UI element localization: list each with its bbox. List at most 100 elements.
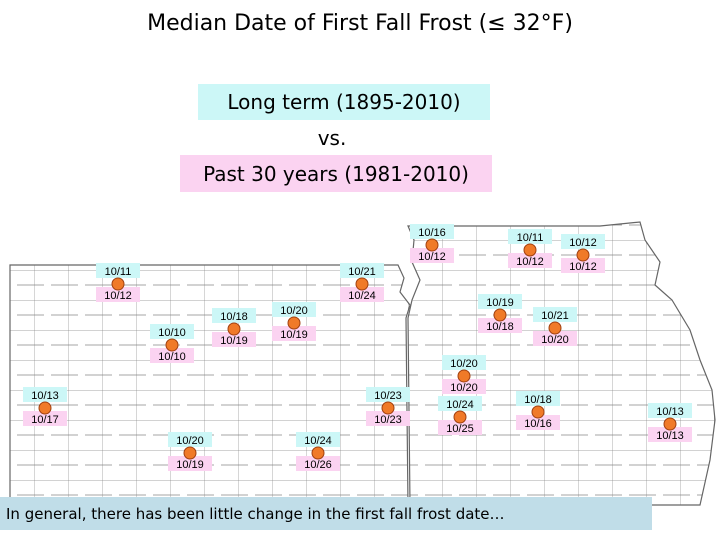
recent-label-box — [212, 332, 256, 347]
station: 10/18 10/19 — [212, 308, 256, 347]
station: 10/20 10/19 — [272, 302, 316, 341]
recent-label-box — [648, 427, 692, 442]
station: 10/20 10/20 — [442, 355, 486, 394]
recent-date: 10/24 — [348, 290, 376, 302]
long-term-date: 10/11 — [517, 232, 544, 244]
title: Median Date of First Fall Frost (≤ 32°F) — [147, 11, 573, 36]
station-dot — [111, 277, 125, 291]
station-dot — [663, 417, 677, 431]
long-term-date: 10/12 — [569, 237, 597, 249]
station-dot — [457, 369, 471, 383]
station: 10/16 10/12 — [410, 224, 454, 263]
recent-label-box — [168, 456, 212, 471]
long-term-date: 10/18 — [220, 311, 248, 323]
station: 10/24 10/26 — [296, 432, 340, 471]
station: 10/20 10/19 — [168, 432, 212, 471]
recent-label-box — [366, 411, 410, 426]
long-term-label-box — [410, 224, 454, 239]
long-term-label-box — [150, 324, 194, 339]
long-term-date: 10/20 — [176, 435, 204, 447]
station: 10/11 10/12 — [508, 229, 552, 268]
recent-date: 10/26 — [304, 459, 332, 471]
long-term-date: 10/21 — [348, 266, 376, 278]
station: 10/13 10/13 — [648, 403, 692, 442]
long-term-date: 10/24 — [304, 435, 332, 447]
station: 10/10 10/10 — [150, 324, 194, 363]
long-term-date: 10/16 — [418, 227, 446, 239]
long-term-date: 10/10 — [158, 327, 186, 339]
station: 10/23 10/23 — [366, 387, 410, 426]
recent-date: 10/12 — [569, 261, 597, 273]
recent-label-box — [272, 326, 316, 341]
recent-date: 10/16 — [524, 418, 552, 430]
station-dot — [355, 277, 369, 291]
long-term-label-box — [533, 307, 577, 322]
station-dot — [576, 248, 590, 262]
station: 10/24 10/25 — [438, 396, 482, 435]
recent-date: 10/25 — [446, 423, 474, 435]
station-dot — [523, 243, 537, 257]
long-term-date: 10/23 — [374, 390, 402, 402]
long-term-label-box — [212, 308, 256, 323]
station-dot — [381, 401, 395, 415]
station: 10/12 10/12 — [561, 234, 605, 273]
long-term-label-box — [516, 391, 560, 406]
long-term-label-box — [96, 263, 140, 278]
station: 10/21 10/20 — [533, 307, 577, 346]
note: In general, there has been little change… — [6, 505, 505, 523]
missouri — [407, 221, 716, 506]
recent-date: 10/19 — [280, 329, 308, 341]
long-term-label-box — [442, 355, 486, 370]
recent-date: 10/18 — [486, 321, 514, 333]
station: 10/21 10/24 — [340, 263, 384, 302]
long-term-date: 10/19 — [486, 297, 514, 309]
recent-label-box — [96, 287, 140, 302]
station-dot — [453, 410, 467, 424]
long-term-label-box — [340, 263, 384, 278]
recent-label-box — [150, 348, 194, 363]
recent-label-box — [410, 248, 454, 263]
recent-date: 10/19 — [220, 335, 248, 347]
long-term-date: 10/21 — [541, 310, 569, 322]
long-term-date: 10/11 — [105, 266, 132, 278]
long-term-date: 10/24 — [446, 399, 474, 411]
station-dot — [227, 322, 241, 336]
versus: vs. — [318, 126, 347, 150]
long-term-date: 10/20 — [280, 305, 308, 317]
recent-date: 10/17 — [31, 414, 59, 426]
recent-label-box — [296, 456, 340, 471]
station-dot — [165, 338, 179, 352]
recent-label-box — [340, 287, 384, 302]
station: 10/11 10/12 — [96, 263, 140, 302]
station-dot — [425, 238, 439, 252]
station-dot — [531, 405, 545, 419]
recent-label-box — [438, 420, 482, 435]
station-dot — [311, 446, 325, 460]
recent-label-box — [561, 258, 605, 273]
station: 10/18 10/16 — [516, 391, 560, 430]
recent-date: 10/20 — [450, 382, 478, 394]
long-term-legend: Long term (1895-2010) — [227, 90, 460, 114]
recent-legend-box — [180, 155, 492, 192]
recent-legend: Past 30 years (1981-2010) — [203, 162, 469, 186]
recent-label-box — [23, 411, 67, 426]
long-term-legend-box — [198, 84, 490, 120]
recent-label-box — [516, 415, 560, 430]
long-term-label-box — [366, 387, 410, 402]
station-dot — [548, 321, 562, 335]
long-term-label-box — [23, 387, 67, 402]
recent-date: 10/19 — [176, 459, 204, 471]
long-term-date: 10/13 — [656, 406, 684, 418]
recent-date: 10/12 — [418, 251, 446, 263]
long-term-label-box — [508, 229, 552, 244]
recent-label-box — [478, 318, 522, 333]
recent-label-box — [508, 253, 552, 268]
recent-date: 10/12 — [104, 290, 132, 302]
long-term-date: 10/13 — [31, 390, 59, 402]
station: 10/19 10/18 — [478, 294, 522, 333]
long-term-label-box — [272, 302, 316, 317]
recent-label-box — [442, 379, 486, 394]
note-box — [0, 497, 652, 530]
station-dot — [287, 316, 301, 330]
